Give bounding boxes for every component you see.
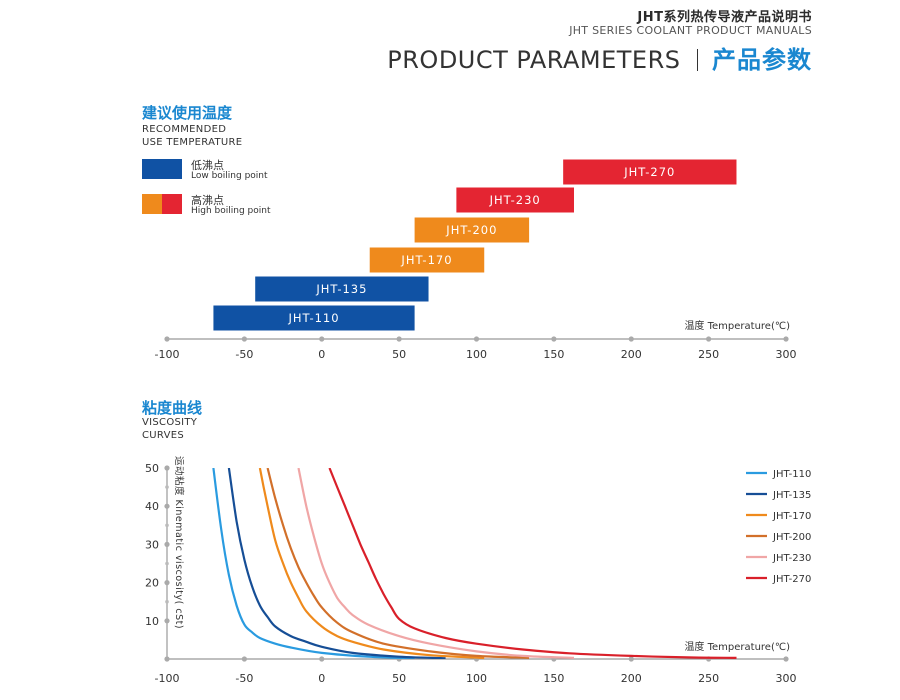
range-bar-label: JHT-170 bbox=[400, 253, 452, 267]
range-x-tick-dot bbox=[551, 336, 557, 342]
range-x-tick-label: -100 bbox=[155, 348, 180, 361]
viscosity-section-subtitle: VISCOSITY CURVES bbox=[142, 416, 197, 442]
visc-y-tick-label: 30 bbox=[145, 538, 159, 551]
visc-x-tick-label: 300 bbox=[776, 672, 797, 685]
range-x-tick-dot bbox=[706, 336, 712, 342]
visc-y-tick-label: 50 bbox=[145, 462, 159, 475]
visc-y-tick-dot bbox=[164, 580, 170, 586]
visc-x-tick-label: 50 bbox=[392, 672, 406, 685]
visc-legend-label: JHT-200 bbox=[772, 532, 811, 543]
temperature-section-title: 建议使用温度 bbox=[142, 104, 233, 122]
visc-x-tick-dot bbox=[164, 656, 170, 662]
range-bar-label: JHT-110 bbox=[287, 311, 339, 325]
visc-legend-label: JHT-170 bbox=[772, 511, 811, 522]
title-divider bbox=[696, 49, 698, 71]
range-x-tick-label: 100 bbox=[466, 348, 487, 361]
range-bar-label: JHT-200 bbox=[445, 223, 497, 237]
range-x-tick-label: 150 bbox=[543, 348, 564, 361]
visc-x-tick-dot bbox=[319, 656, 325, 662]
range-x-tick-label: 200 bbox=[621, 348, 642, 361]
page-title-cn: 产品参数 bbox=[712, 46, 812, 74]
range-x-tick-label: 250 bbox=[698, 348, 719, 361]
temperature-section-subtitle: RECOMMENDED USE TEMPERATURE bbox=[142, 123, 242, 149]
visc-x-axis-label: 温度 Temperature(℃) bbox=[684, 640, 790, 653]
range-x-tick-label: 0 bbox=[318, 348, 325, 361]
visc-x-tick-label: -50 bbox=[235, 672, 253, 685]
visc-x-tick-dot bbox=[783, 656, 789, 662]
low-boiling-label-cn: 低沸点 bbox=[191, 159, 224, 172]
visc-y-tick-label: 40 bbox=[145, 500, 159, 513]
range-x-tick-dot bbox=[164, 336, 170, 342]
range-bar bbox=[255, 276, 429, 302]
range-bar bbox=[213, 305, 415, 331]
visc-curve-jht-230 bbox=[297, 468, 575, 659]
range-x-tick-label: -50 bbox=[235, 348, 253, 361]
visc-y-minor-dot bbox=[165, 599, 169, 604]
range-x-axis-label: 温度 Temperature(℃) bbox=[684, 319, 790, 332]
visc-legend-label: JHT-110 bbox=[772, 469, 811, 480]
visc-x-tick-label: 150 bbox=[543, 672, 564, 685]
manual-subtitle: JHT SERIES COOLANT PRODUCT MANUALS bbox=[569, 24, 812, 37]
visc-y-minor-dot bbox=[165, 485, 169, 489]
visc-x-tick-label: 200 bbox=[621, 672, 642, 685]
range-x-tick-dot bbox=[319, 336, 325, 342]
range-bar-label: JHT-270 bbox=[623, 165, 675, 179]
visc-legend-label: JHT-135 bbox=[772, 490, 811, 501]
visc-y-tick-dot bbox=[164, 618, 170, 624]
high-boiling-swatch bbox=[142, 194, 182, 214]
range-x-tick-label: 300 bbox=[776, 348, 797, 361]
visc-legend-label: JHT-270 bbox=[772, 574, 811, 585]
visc-curve-jht-135 bbox=[227, 468, 446, 659]
range-bar bbox=[369, 247, 485, 273]
range-bar bbox=[414, 217, 530, 243]
viscosity-subtitle-line1: VISCOSITY bbox=[142, 417, 198, 428]
high-boiling-label-en: High boiling point bbox=[191, 206, 271, 216]
visc-x-tick-label: 100 bbox=[466, 672, 487, 685]
viscosity-section-title: 粘度曲线 bbox=[142, 399, 203, 417]
low-boiling-label-en: Low boiling point bbox=[191, 171, 268, 181]
range-bar-label: JHT-230 bbox=[489, 193, 541, 207]
visc-y-minor-dot bbox=[165, 561, 169, 566]
visc-x-tick-dot bbox=[628, 656, 634, 662]
range-x-tick-dot bbox=[241, 336, 247, 342]
range-x-tick-dot bbox=[396, 336, 402, 342]
visc-y-tick-dot bbox=[164, 503, 170, 509]
range-bar bbox=[563, 159, 737, 185]
visc-y-tick-dot bbox=[164, 541, 170, 548]
range-x-tick-label: 50 bbox=[392, 348, 406, 361]
range-bar bbox=[456, 187, 574, 213]
temperature-subtitle-line2: USE TEMPERATURE bbox=[142, 137, 243, 148]
visc-x-tick-label: 0 bbox=[318, 672, 325, 685]
visc-x-tick-dot bbox=[241, 656, 247, 662]
low-boiling-swatch bbox=[142, 159, 182, 179]
visc-curve-jht-170 bbox=[258, 468, 485, 659]
page-title: PRODUCT PARAMETERS 产品参数 bbox=[387, 40, 812, 75]
visc-y-axis-label: 运动粘度 Kinematic viscosity( cSt) bbox=[173, 456, 185, 629]
visc-legend-label: JHT-230 bbox=[772, 553, 811, 564]
visc-curve-jht-110 bbox=[212, 468, 415, 659]
page-title-en: PRODUCT PARAMETERS bbox=[387, 46, 681, 74]
visc-y-tick-label: 20 bbox=[145, 577, 159, 590]
range-bar-label: JHT-135 bbox=[315, 282, 367, 296]
high-boiling-label-cn: 高沸点 bbox=[191, 194, 224, 207]
visc-x-tick-label: -100 bbox=[155, 672, 180, 685]
temperature-range-chart: -100 -50 0 50 100 150 200 250 300 温度 Temperature(… bbox=[155, 159, 797, 361]
temperature-subtitle-line1: RECOMMENDED bbox=[142, 124, 227, 135]
visc-x-tick-label: 250 bbox=[698, 672, 719, 685]
visc-curve-jht-270 bbox=[328, 468, 737, 659]
visc-y-minor-dot bbox=[165, 523, 169, 528]
viscosity-subtitle-line2: CURVES bbox=[142, 430, 185, 441]
visc-curve-jht-200 bbox=[266, 468, 530, 659]
range-x-tick-dot bbox=[628, 336, 634, 342]
manual-title: JHT系列热传导液产品说明书 bbox=[637, 10, 812, 25]
range-x-tick-dot bbox=[783, 336, 789, 342]
visc-y-tick-label: 10 bbox=[145, 615, 159, 628]
visc-y-tick-dot bbox=[164, 465, 170, 471]
range-x-tick-dot bbox=[473, 336, 480, 342]
